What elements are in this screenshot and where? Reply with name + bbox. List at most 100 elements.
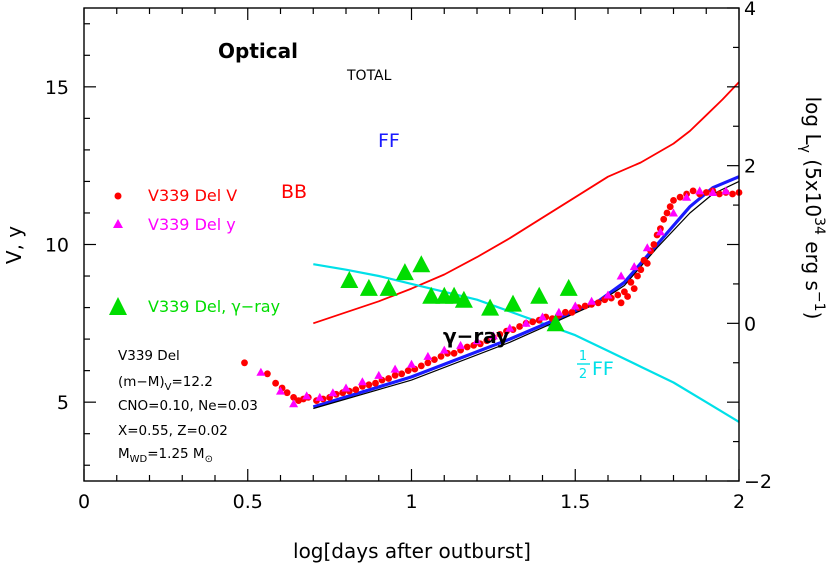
- model-parameters: V339 Del (m−M)V=12.2 CNO=0.10, Ne=0.03 X…: [118, 348, 258, 465]
- y-band-point: [472, 336, 482, 345]
- gamma-ray-point: [559, 278, 578, 296]
- y-band-point: [629, 262, 639, 271]
- half-denominator: 2: [579, 367, 587, 382]
- y-band-point: [439, 345, 449, 354]
- y-band-point: [488, 331, 498, 340]
- x-axis-label: log[days after outburst]: [293, 539, 531, 563]
- v-band-point: [568, 308, 576, 316]
- gamma-ray-point: [422, 286, 441, 304]
- v-band-point: [398, 370, 406, 378]
- legend-label-y: V339 Del y: [148, 215, 236, 234]
- y-band-point: [423, 351, 433, 360]
- param-distance: (m−M)V=12.2: [118, 374, 213, 393]
- y-band-point: [538, 312, 547, 321]
- v-band-point: [272, 379, 279, 387]
- y-band-point: [256, 367, 266, 376]
- y-axis-label-right: log Lγ (5x1034 erg s−1): [797, 97, 827, 320]
- v-band-point: [352, 386, 360, 393]
- annotation-bb: BB: [281, 181, 307, 203]
- y-band-point: [682, 192, 692, 201]
- annotation-gamma-ray: γ−ray: [443, 324, 509, 348]
- gamma-ray-point: [412, 255, 431, 273]
- v-band-point: [702, 189, 710, 196]
- v-band-point: [689, 187, 697, 195]
- legend-label-v: V339 Del V: [148, 186, 237, 205]
- v-band-point: [643, 260, 651, 267]
- param-mwd: MWD=1.25 M⊙: [118, 446, 213, 465]
- x-tick-label: 0: [78, 491, 90, 513]
- y-band-point: [341, 383, 351, 392]
- y-left-tick-label: 10: [45, 235, 69, 257]
- gamma-ray-point: [481, 298, 500, 316]
- y-band-point: [505, 323, 515, 332]
- annotation-total: TOTAL: [346, 68, 392, 84]
- gamma-ray-point: [395, 263, 414, 281]
- annotation-optical: Optical: [218, 39, 298, 63]
- y-band-point: [616, 271, 626, 280]
- half-numerator: 1: [579, 349, 587, 364]
- gamma-ray-point: [454, 290, 473, 308]
- y-right-tick-label: 4: [744, 0, 756, 20]
- v-band-point: [670, 197, 677, 204]
- gamma-ray-point: [546, 314, 565, 332]
- y-band-point: [456, 340, 466, 349]
- y-band-point: [669, 208, 678, 217]
- v-band-point: [450, 349, 458, 357]
- v-band-point: [660, 215, 668, 223]
- v-band-point: [529, 318, 537, 326]
- y-right-tick-label: −2: [744, 471, 772, 493]
- axis-ticks: 0 0.5 1 1.5 2 5 10 15 4 2 0 −2: [45, 0, 772, 513]
- v-band-point: [385, 375, 392, 382]
- v-band-point: [241, 359, 248, 367]
- v-band-point: [431, 356, 438, 363]
- v-band-point: [562, 308, 569, 316]
- v-band-point: [424, 359, 432, 367]
- v-band-point: [663, 209, 671, 217]
- v-band-point: [650, 241, 658, 248]
- y-band-point: [603, 290, 613, 299]
- param-name: V339 Del: [118, 348, 180, 364]
- v-band-point: [391, 372, 399, 379]
- v-band-point: [283, 389, 291, 397]
- v-band-point: [404, 367, 412, 374]
- v-band-point: [729, 190, 736, 198]
- y-axis-label-left: V, y: [2, 226, 26, 264]
- y-band-point: [708, 188, 718, 196]
- y-band-point: [554, 307, 564, 316]
- x-tick-label: 0.5: [233, 491, 263, 513]
- gamma-ray-point: [379, 278, 398, 296]
- y-band-point: [695, 186, 705, 195]
- v-band-point: [365, 381, 373, 389]
- v-band-point: [627, 278, 635, 286]
- v-band-point: [463, 343, 471, 351]
- y-left-tick-label: 5: [57, 392, 69, 414]
- y-band-point: [302, 391, 312, 400]
- v-band-point: [630, 285, 638, 292]
- y-right-tick-label: 0: [744, 313, 756, 335]
- v-band-point: [483, 337, 491, 345]
- y-right-tick-label: 2: [744, 156, 756, 178]
- annotation-half-ff: 1 2 FF: [577, 349, 614, 382]
- gamma-ray-point: [504, 294, 522, 312]
- y-band-point: [407, 359, 416, 368]
- y-band-point: [390, 364, 400, 373]
- ff-model-curve: [312, 175, 740, 409]
- gamma-ray-point: [340, 271, 359, 288]
- y-band-point: [276, 386, 285, 395]
- legend: V339 Del V V339 Del y V339 Del, γ−ray: [109, 186, 280, 316]
- v-band-point: [437, 353, 445, 360]
- v-band-point: [496, 331, 504, 338]
- x-tick-label: 1: [405, 491, 417, 513]
- x-tick-label: 2: [733, 491, 745, 513]
- half-ff-label: FF: [592, 358, 614, 380]
- legend-marker-v: [114, 192, 122, 200]
- y-band-point: [521, 318, 531, 327]
- y-band-point: [721, 186, 731, 195]
- v-band-point: [624, 293, 631, 300]
- legend-label-gamma: V339 Del, γ−ray: [148, 297, 280, 316]
- v-band-point: [372, 379, 379, 387]
- y-left-tick-label: 15: [45, 77, 69, 99]
- v-band-point: [617, 299, 625, 307]
- y-band-point: [289, 399, 299, 408]
